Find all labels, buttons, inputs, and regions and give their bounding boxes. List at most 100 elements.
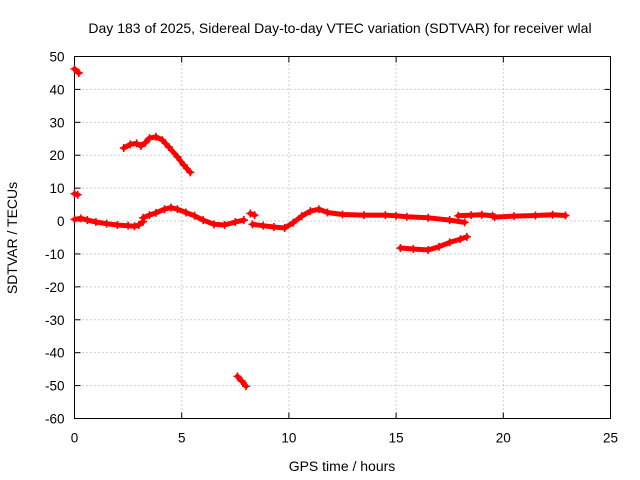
tick-labels: 0 5 10 15 20 25 50 40 30 20 10 0 -10 -20 -30 -40 -50 -60 bbox=[45, 50, 618, 446]
data-point bbox=[151, 132, 160, 141]
data-point bbox=[531, 211, 540, 220]
x-tick-label: 0 bbox=[71, 431, 79, 446]
plot-frame bbox=[74, 56, 611, 419]
y-tick-label: -20 bbox=[45, 280, 65, 295]
data-point bbox=[445, 238, 454, 247]
series-seg-main-3 bbox=[246, 209, 259, 220]
data-point bbox=[456, 235, 465, 244]
series-seg-main-4 bbox=[248, 205, 469, 232]
data-point bbox=[297, 212, 306, 221]
data-point bbox=[231, 218, 240, 227]
data-point bbox=[434, 242, 443, 251]
data-point bbox=[409, 245, 418, 254]
series-seg-early-spike-2 bbox=[70, 189, 82, 199]
data-point bbox=[424, 213, 433, 222]
data-point bbox=[186, 168, 195, 177]
data-point bbox=[242, 382, 251, 391]
data-point bbox=[424, 246, 433, 255]
data-point bbox=[70, 65, 79, 74]
data-point bbox=[181, 208, 190, 217]
data-point bbox=[130, 222, 139, 231]
data-point bbox=[445, 216, 454, 225]
data-point bbox=[126, 140, 135, 149]
series-seg-early-spike-1 bbox=[70, 65, 83, 77]
data-point bbox=[158, 136, 167, 145]
data-point bbox=[113, 220, 122, 229]
data-point bbox=[220, 220, 229, 229]
x-tick-label: 10 bbox=[281, 431, 296, 446]
data-point bbox=[462, 232, 471, 241]
y-tick-label: -10 bbox=[45, 247, 65, 262]
series-seg-high-arc bbox=[119, 132, 195, 177]
series-seg-low-arc bbox=[396, 232, 471, 255]
data-point bbox=[323, 208, 332, 217]
data-point bbox=[233, 372, 242, 381]
data-point bbox=[280, 223, 289, 232]
data-point bbox=[164, 143, 173, 151]
data-point bbox=[381, 211, 390, 220]
x-tick-label: 5 bbox=[178, 431, 186, 446]
y-tick-label: -50 bbox=[45, 379, 65, 394]
data-point bbox=[246, 209, 255, 218]
data-point bbox=[139, 213, 148, 222]
data-point bbox=[392, 211, 401, 220]
data-point bbox=[314, 205, 323, 214]
data-point bbox=[145, 134, 154, 143]
y-tick-label: 10 bbox=[49, 181, 64, 196]
data-point bbox=[179, 161, 188, 170]
y-tick-label: 20 bbox=[49, 148, 64, 163]
data-point bbox=[173, 205, 182, 214]
data-point bbox=[338, 210, 347, 219]
y-tick-label: -60 bbox=[45, 412, 65, 427]
data-layer bbox=[70, 65, 570, 391]
y-tick-label: 40 bbox=[49, 82, 64, 97]
data-point bbox=[190, 211, 199, 220]
data-point bbox=[76, 214, 85, 223]
y-tick-label: 30 bbox=[49, 115, 64, 130]
data-point bbox=[145, 211, 154, 220]
series-seg-main-6 bbox=[490, 210, 570, 222]
axis-ticks bbox=[74, 56, 611, 419]
data-point bbox=[160, 205, 169, 214]
series-seg-main-5 bbox=[454, 210, 497, 220]
data-point bbox=[250, 211, 259, 220]
data-point bbox=[119, 143, 128, 152]
data-point bbox=[402, 212, 411, 221]
data-point bbox=[102, 219, 111, 228]
x-tick-label: 15 bbox=[389, 431, 404, 446]
data-point bbox=[239, 216, 248, 225]
series-seg-low-spike bbox=[233, 372, 251, 391]
data-point bbox=[136, 142, 145, 151]
series-trace bbox=[455, 212, 496, 219]
data-point bbox=[477, 210, 486, 219]
data-point bbox=[548, 210, 557, 219]
data-point bbox=[73, 190, 82, 199]
data-point bbox=[454, 211, 463, 220]
data-point bbox=[269, 222, 278, 231]
data-point bbox=[132, 139, 141, 148]
data-point bbox=[70, 215, 79, 224]
data-point bbox=[237, 376, 246, 385]
data-point bbox=[359, 211, 368, 220]
series-seg-main-1 bbox=[70, 214, 148, 231]
chart-title: Day 183 of 2025, Sidereal Day-to-day VTE… bbox=[88, 20, 591, 36]
y-tick-label: -30 bbox=[45, 313, 65, 328]
data-point bbox=[460, 218, 469, 227]
data-point bbox=[467, 211, 476, 220]
series-seg-main-2 bbox=[139, 203, 248, 229]
grid-lines bbox=[74, 56, 611, 419]
data-point bbox=[134, 220, 143, 229]
series-trace bbox=[121, 134, 193, 175]
data-point bbox=[141, 138, 150, 147]
data-point bbox=[199, 216, 208, 225]
data-point bbox=[396, 244, 405, 253]
data-point bbox=[91, 218, 100, 227]
y-axis-title: SDTVAR / TECUs bbox=[4, 182, 20, 294]
x-axis-title: GPS time / hours bbox=[289, 458, 396, 474]
data-point bbox=[561, 211, 570, 220]
data-point bbox=[306, 207, 315, 216]
data-point bbox=[166, 203, 175, 212]
data-point bbox=[248, 220, 257, 229]
y-tick-label: -40 bbox=[45, 346, 65, 361]
